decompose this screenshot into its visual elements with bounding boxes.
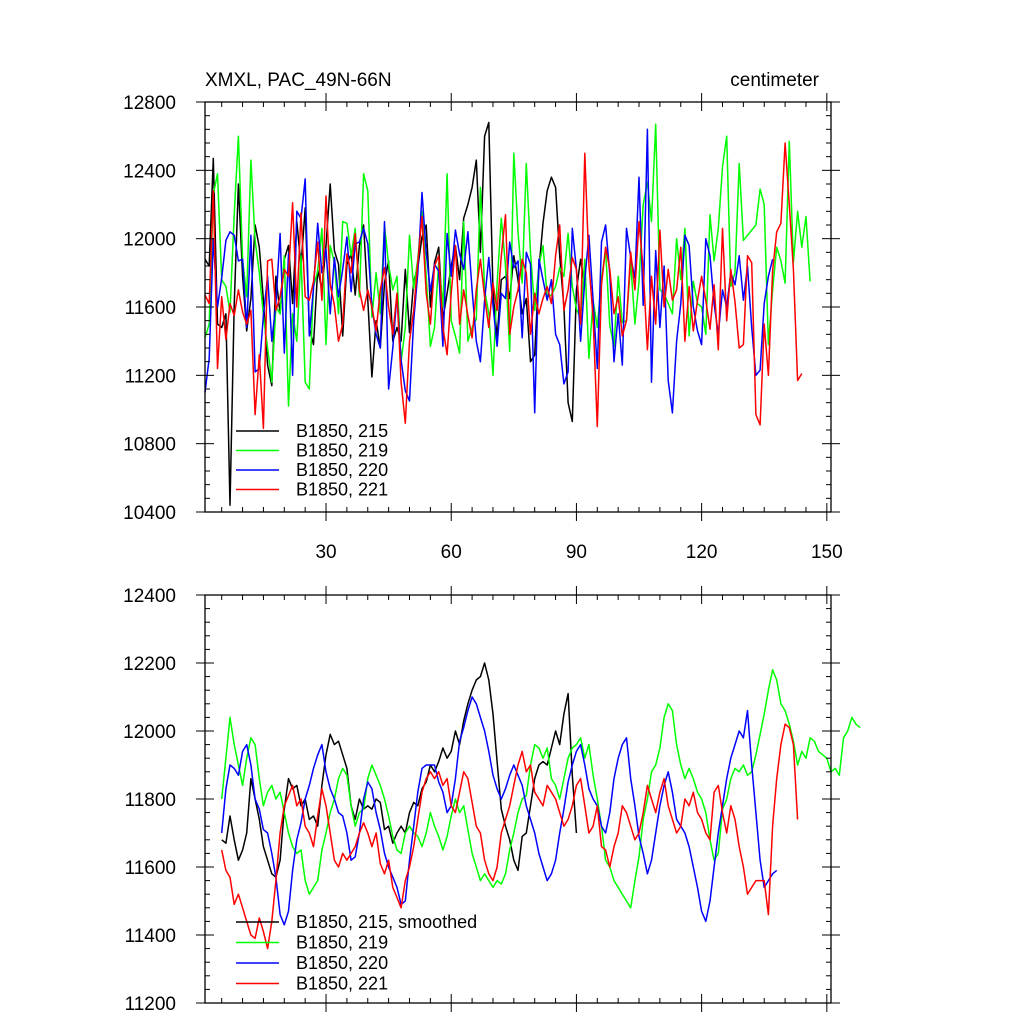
bottom-y-tick-label: 12200 xyxy=(123,654,176,675)
top-y-tick-label: 12000 xyxy=(123,230,176,251)
bottom-y-tick-label: 11400 xyxy=(125,926,176,947)
bottom-series-line-1 xyxy=(221,662,578,878)
top-x-tick-label: 150 xyxy=(811,542,843,563)
bottom-legend-label-3: B1850, 220 xyxy=(296,953,388,973)
bottom-series-line-3 xyxy=(220,696,778,926)
bottom-legend-label-4: B1850, 221 xyxy=(296,974,388,994)
bottom-series-line-4 xyxy=(220,723,799,950)
bottom-y-tick-label: 12400 xyxy=(123,586,176,607)
top-y-tick-label: 10400 xyxy=(123,503,176,524)
bottom-legend-label-1: B1850, 215, smoothed xyxy=(296,912,477,932)
bottom-y-tick-label: 11600 xyxy=(125,858,176,879)
top-legend-label-4: B1850, 221 xyxy=(296,480,388,500)
bottom-panel: 11200 11400 11600 11800 12000 12200 12400 B1850… xyxy=(123,586,861,1015)
top-series-line-2 xyxy=(204,123,811,407)
top-panel: XMXL, PAC_49N-66N centimeter 30 60 90 120 15… xyxy=(123,70,843,563)
top-panel-title: XMXL, PAC_49N-66N xyxy=(205,70,392,91)
top-y-tick-label: 11600 xyxy=(125,298,176,319)
bottom-y-tick-label: 12000 xyxy=(123,722,176,743)
top-series-line-3 xyxy=(204,128,774,414)
top-x-tick-label: 90 xyxy=(566,542,587,563)
bottom-y-tick-label: 11800 xyxy=(125,790,176,811)
top-x-tick-label: 120 xyxy=(686,542,718,563)
bottom-y-tick-label: 11200 xyxy=(125,994,176,1015)
top-y-tick-label: 12800 xyxy=(123,93,176,114)
top-y-tick-label: 11200 xyxy=(125,366,176,387)
top-legend-label-1: B1850, 215 xyxy=(296,421,388,441)
bottom-plot-area: 11200 11400 11600 11800 12000 12200 12400 B1850… xyxy=(123,586,861,1015)
top-y-tick-label: 10800 xyxy=(123,435,176,456)
top-x-tick-label: 30 xyxy=(315,542,336,563)
top-series-line-4 xyxy=(204,142,803,430)
top-x-tick-label: 60 xyxy=(441,542,462,563)
top-panel-units: centimeter xyxy=(730,70,819,91)
top-y-tick-label: 12400 xyxy=(123,161,176,182)
top-legend-label-2: B1850, 219 xyxy=(296,441,388,461)
top-series-line-1 xyxy=(204,121,586,506)
top-legend-label-3: B1850, 220 xyxy=(296,460,388,480)
top-plot-area: 30 60 90 120 150 10400 10800 11200 11600 12000 124… xyxy=(123,93,843,563)
bottom-legend-label-2: B1850, 219 xyxy=(296,933,388,953)
